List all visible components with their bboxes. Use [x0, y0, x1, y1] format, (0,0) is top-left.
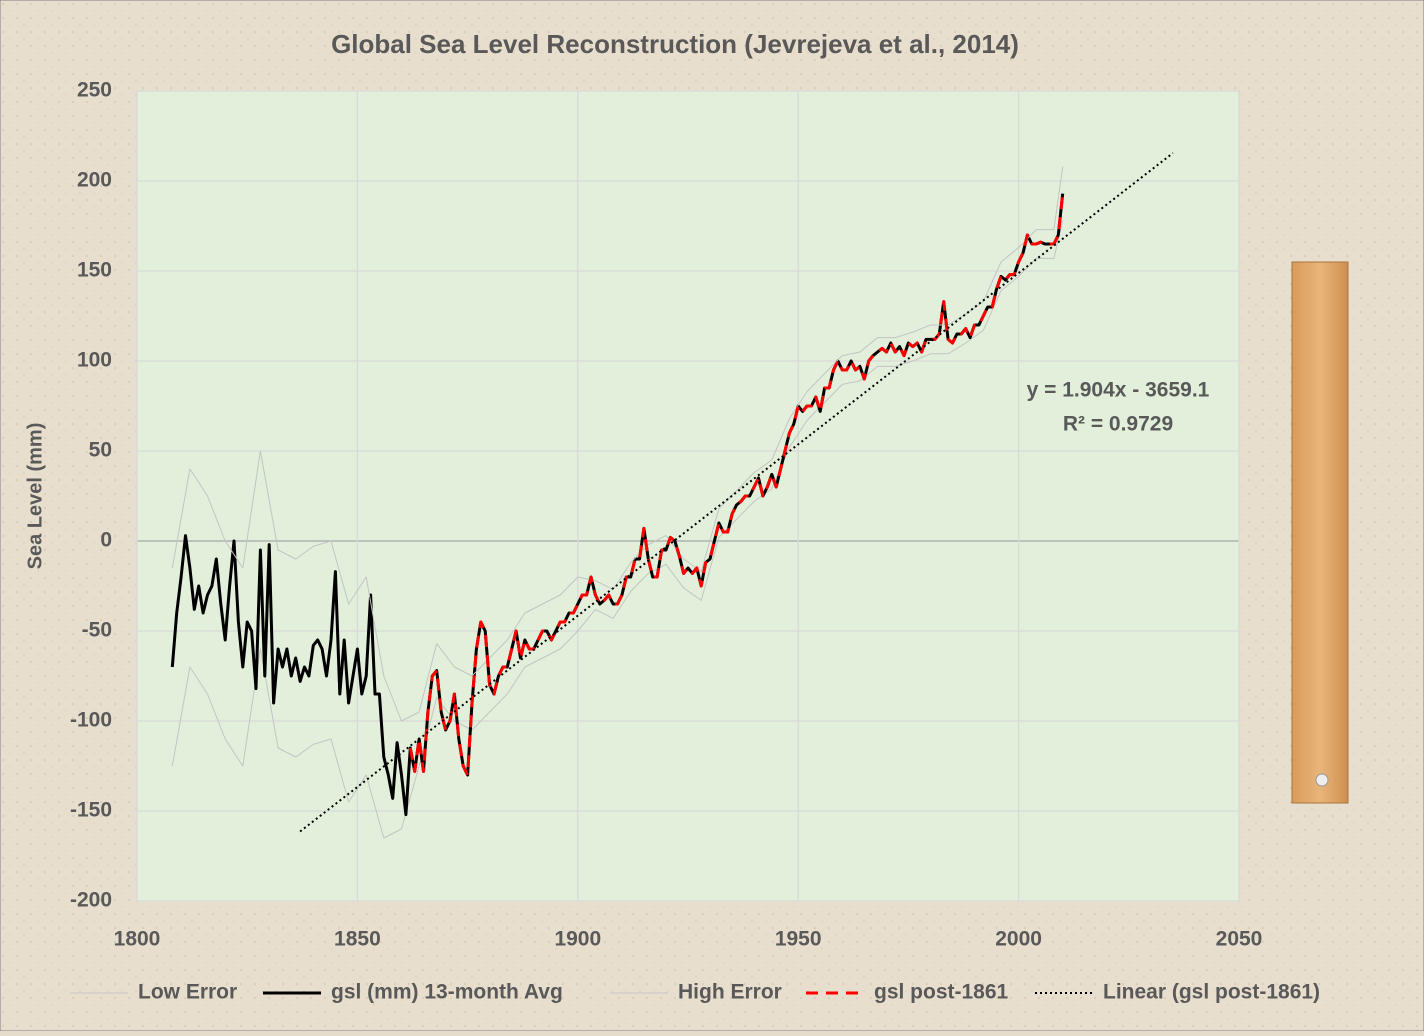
chart-title: Global Sea Level Reconstruction (Jevreje… [331, 29, 1019, 59]
legend-label: gsl (mm) 13-month Avg [331, 981, 563, 1004]
y-tick-label: -150 [70, 799, 112, 822]
annotation: R² = 0.9729 [1063, 413, 1173, 436]
y-tick-label: 150 [77, 259, 112, 282]
legend-label: gsl post-1861 [874, 981, 1009, 1004]
series-line [171, 166, 1064, 722]
series-line [171, 220, 1064, 839]
annotation: y = 1.904x - 3659.1 [1027, 379, 1210, 402]
plot-area [136, 90, 1240, 902]
legend-label: High Error [678, 981, 782, 1004]
y-axis-label: Sea Level (mm) [24, 423, 46, 570]
y-tick-label: -100 [70, 709, 112, 732]
x-tick-label: 1950 [775, 928, 822, 951]
ruler [1291, 261, 1349, 804]
series-line [299, 152, 1174, 833]
y-tick-label: 250 [77, 79, 112, 102]
y-tick-label: 0 [100, 529, 112, 552]
y-tick-label: -200 [70, 889, 112, 912]
x-tick-label: 1850 [334, 928, 381, 951]
grid [136, 90, 1240, 902]
y-tick-label: -50 [82, 619, 112, 642]
x-tick-label: 2000 [995, 928, 1042, 951]
x-tick-label: 1800 [114, 928, 161, 951]
y-tick-label: 100 [77, 349, 112, 372]
x-tick-label: 1900 [554, 928, 601, 951]
y-tick-label: 200 [77, 169, 112, 192]
legend-label: Low Error [138, 981, 237, 1004]
legend-label: Linear (gsl post-1861) [1103, 981, 1320, 1004]
x-tick-label: 2050 [1216, 928, 1263, 951]
y-tick-label: 50 [89, 439, 112, 462]
series-line [408, 193, 1065, 777]
